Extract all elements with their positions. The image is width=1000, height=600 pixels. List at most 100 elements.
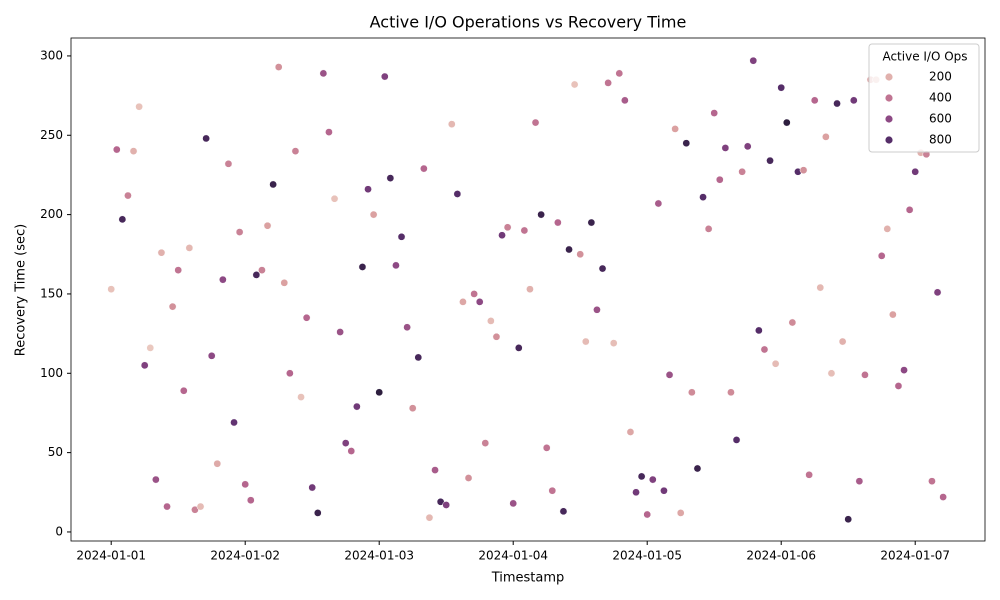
legend-marker [885,136,893,144]
point [353,402,361,411]
point [408,404,417,413]
point [492,332,501,341]
point [447,120,456,129]
point [861,371,869,379]
point [576,250,585,259]
point [470,290,478,298]
point [475,298,484,306]
point [788,318,797,327]
point [782,118,791,127]
point [140,361,149,370]
point [531,118,540,127]
point [827,369,836,378]
point [632,488,640,497]
point [615,69,624,78]
point [704,225,713,233]
point [760,345,769,354]
point [196,502,205,511]
point [933,288,942,297]
point [894,382,903,390]
point [626,428,635,436]
x-tick-label: 2024-01-05 [612,549,682,563]
point [838,337,847,346]
legend-marker [885,115,893,123]
point [246,496,255,505]
point [308,483,317,492]
point [336,328,344,336]
x-tick-label: 2024-01-03 [344,549,414,563]
point [581,337,590,346]
point [548,486,557,495]
point [207,351,216,360]
y-tick-label: 250 [40,128,63,142]
y-tick-label: 300 [40,48,63,62]
point [425,513,434,522]
legend-label: 800 [929,133,952,147]
legend-label: 600 [929,112,952,126]
point [777,83,786,92]
point [302,313,311,322]
legend-box [868,43,980,153]
point [715,175,724,184]
point [520,226,529,235]
point [928,477,936,486]
point [688,388,696,397]
point [347,447,356,455]
point [537,210,545,219]
y-tick-label: 0 [55,524,63,538]
point [319,69,328,78]
point [386,174,395,182]
point [598,264,607,273]
point [671,125,679,133]
point [481,439,490,447]
point [269,180,277,189]
point [648,475,657,484]
point [621,96,629,105]
point [509,499,518,508]
point [124,191,132,200]
point [805,470,813,479]
y-tick-label: 50 [48,445,63,459]
point [358,263,367,271]
point [587,218,596,227]
point [297,393,305,401]
point [286,369,294,378]
point [280,278,289,287]
point [235,228,244,236]
point [727,388,735,397]
point [749,56,758,65]
point [766,156,774,165]
point [230,418,238,427]
point [554,218,562,227]
point [816,283,825,292]
point [833,99,841,108]
chart-title: Active I/O Operations vs Recovery Time [370,13,687,32]
point [157,248,166,257]
point [799,166,808,175]
point [364,185,372,194]
y-tick-label: 200 [40,207,63,221]
point [593,305,601,314]
point [710,109,719,117]
point [604,79,612,87]
point [146,344,155,352]
x-axis-label: Timestamp [491,571,565,586]
point [179,386,188,395]
point [202,134,210,143]
y-axis-label: Recovery Time (sec) [14,224,29,356]
point [219,275,227,284]
point [699,193,707,202]
point [905,205,914,214]
point [135,102,143,111]
point [526,285,534,294]
legend-marker [885,73,893,81]
point [877,252,886,260]
x-tick-label: 2024-01-06 [746,549,816,563]
point [168,302,177,311]
point [185,244,194,252]
point [464,474,473,482]
point [224,159,233,168]
x-tick-label: 2024-01-01 [76,549,146,563]
point [682,139,691,148]
